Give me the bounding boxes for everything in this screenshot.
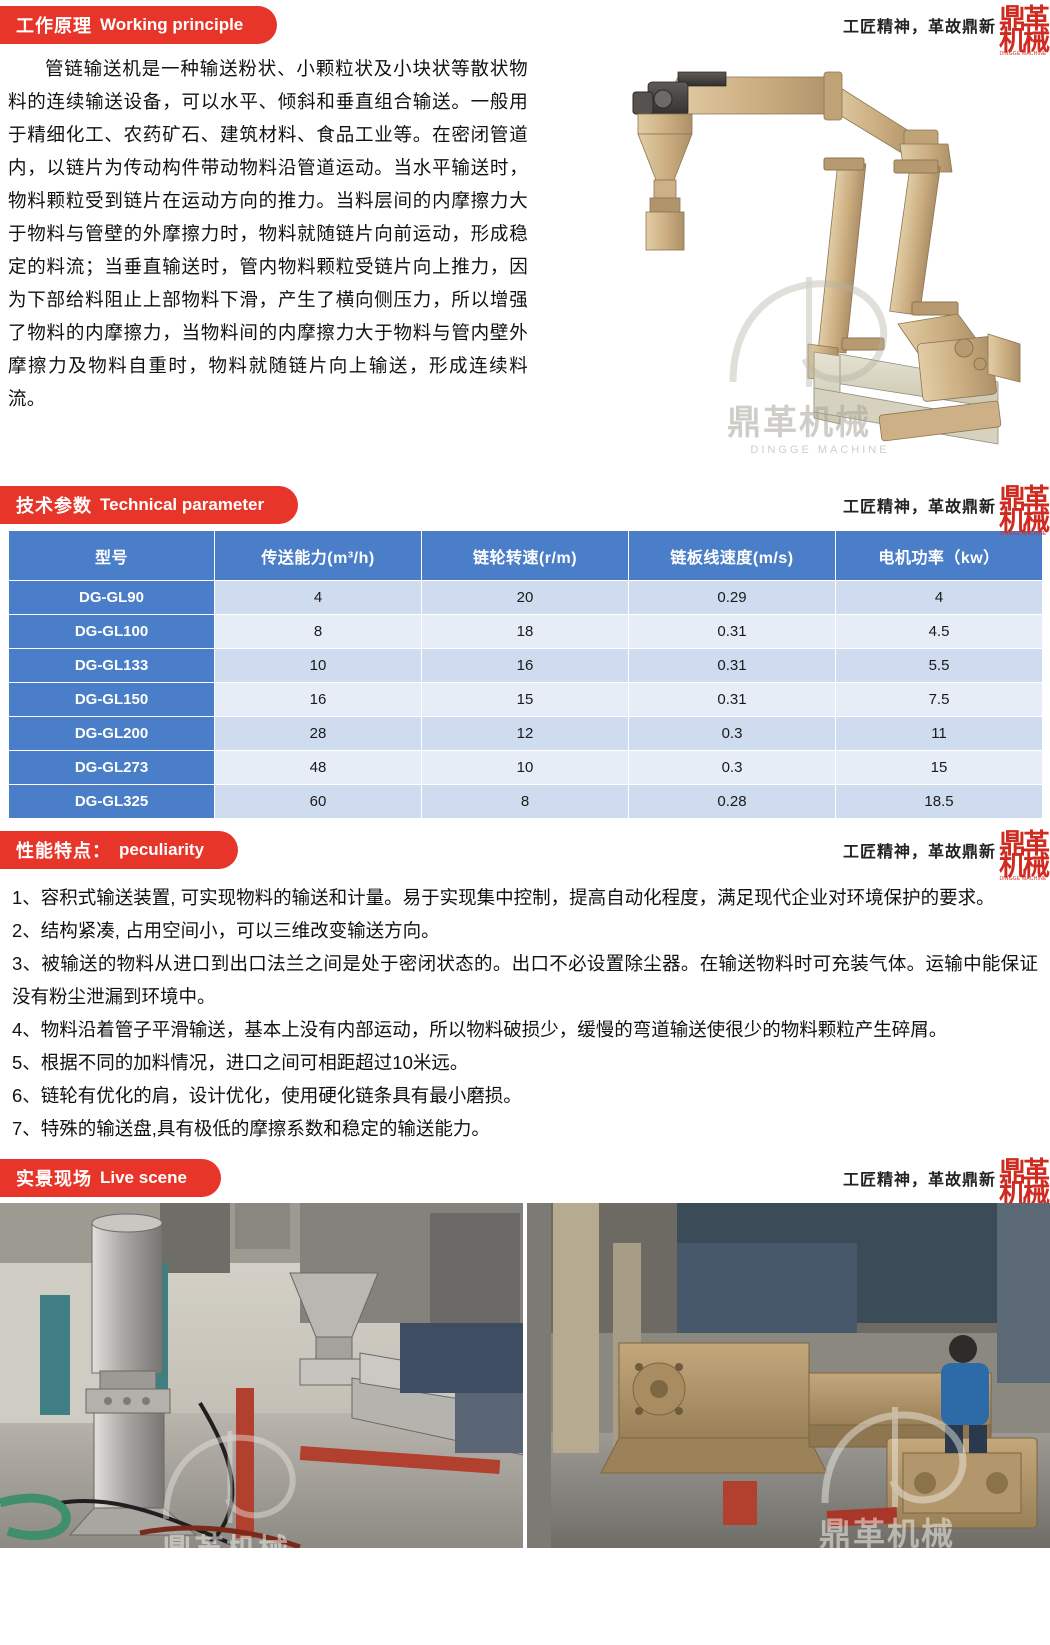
brand-logo: 鼎革机械 DINGGE MACHINE (998, 831, 1050, 883)
cell-model: DG-GL200 (8, 716, 215, 751)
brand-logo-mark: 鼎革机械 (999, 4, 1050, 56)
section-tag-technical-parameter: 技术参数 Technical parameter (0, 486, 299, 524)
table-col-header: 型号 (8, 530, 215, 581)
table-col-header: 链板线速度(m/s) (628, 530, 836, 581)
table-row: DG-GL273 48 10 0.3 15 (8, 750, 1043, 785)
peculiarity-list: 1、容积式输送装置, 可实现物料的输送和计量。易于实现集中控制，提高自动化程度，… (0, 873, 1050, 1149)
list-item: 3、被输送的物料从进口到出口法兰之间是处于密闭状态的。出口不必设置除尘器。在输送… (12, 953, 1038, 1007)
section-title-cn: 实景现场 (16, 1169, 92, 1189)
list-item: 1、容积式输送装置, 可实现物料的输送和计量。易于实现集中控制，提高自动化程度，… (12, 887, 995, 908)
table-col-header: 电机功率（kw） (835, 530, 1043, 581)
cell-chain-speed: 0.31 (628, 614, 836, 649)
cell-sprocket-speed: 18 (421, 614, 629, 649)
cell-model: DG-GL325 (8, 784, 215, 819)
cell-motor-power: 18.5 (835, 784, 1043, 819)
brand-logo-sub: DINGGE MACHINE (999, 876, 1047, 882)
cell-capacity: 28 (214, 716, 422, 751)
list-item: 6、链轮有优化的肩，设计优化，使用硬化链条具有最小磨损。 (12, 1085, 522, 1106)
cell-model: DG-GL133 (8, 648, 215, 683)
cell-model: DG-GL273 (8, 750, 215, 785)
brand-slogan: 工匠精神，革故鼎新 (842, 844, 996, 861)
table-col-header: 传送能力(m³/h) (214, 530, 422, 581)
brand-logo-sub: DINGGE MACHINE (999, 531, 1047, 537)
cell-model: DG-GL100 (8, 614, 215, 649)
section-title-en: Live scene (100, 1168, 187, 1187)
technical-parameter-table: 型号 传送能力(m³/h) 链轮转速(r/m) 链板线速度(m/s) 电机功率（… (8, 530, 1043, 819)
section-header-working-principle: 工作原理 Working principle 工匠精神，革故鼎新 鼎革机械 DI… (0, 6, 1050, 58)
section-title-en: Working principle (100, 15, 244, 34)
section-header-peculiarity: 性能特点： peculiarity 工匠精神，革故鼎新 鼎革机械 DINGGE … (0, 831, 1050, 883)
cell-capacity: 4 (214, 580, 422, 615)
cell-capacity: 16 (214, 682, 422, 717)
section-title-cn: 性能特点： (16, 841, 111, 861)
table-row: DG-GL325 60 8 0.28 18.5 (8, 784, 1043, 819)
brand-logo: 鼎革机械 DINGGE MACHINE (998, 6, 1050, 58)
working-principle-text: 管链输送机是一种输送粉状、小颗粒状及小块状等散状物料的连续输送设备，可以水平、倾… (8, 58, 528, 409)
brand-slogan: 工匠精神，革故鼎新 (842, 499, 996, 516)
cell-capacity: 10 (214, 648, 422, 683)
conveyor-drawing (632, 71, 1021, 445)
cell-motor-power: 4 (835, 580, 1043, 615)
table-row: DG-GL200 28 12 0.3 11 (8, 716, 1043, 751)
section-title-en: peculiarity (119, 840, 205, 859)
factory-photo-right (527, 1203, 1050, 1548)
table-col-header: 链轮转速(r/m) (421, 530, 629, 581)
section-tag-peculiarity: 性能特点： peculiarity (0, 831, 239, 869)
section-tag-working-principle: 工作原理 Working principle (0, 6, 278, 44)
list-item: 7、特殊的输送盘,具有极低的摩擦系数和稳定的输送能力。 (12, 1118, 490, 1139)
product-datasheet-page: 工作原理 Working principle 工匠精神，革故鼎新 鼎革机械 DI… (0, 6, 1050, 1548)
section-header-live-scene: 实景现场 Live scene 工匠精神，革故鼎新 鼎革机械 DINGGE MA… (0, 1159, 1050, 1211)
brand-logo: 鼎革机械 DINGGE MACHINE (998, 486, 1050, 538)
cell-chain-speed: 0.31 (628, 682, 836, 717)
section-header-technical-parameter: 技术参数 Technical parameter 工匠精神，革故鼎新 鼎革机械 … (0, 486, 1050, 538)
list-item: 4、物料沿着管子平滑输送，基本上没有内部运动，所以物料破损少，缓慢的弯道输送使很… (12, 1019, 948, 1040)
live-scene-photo-left: 鼎革机械 DINGGE MACHINE (0, 1203, 523, 1548)
brand-logo: 鼎革机械 DINGGE MACHINE (998, 1159, 1050, 1211)
cell-sprocket-speed: 15 (421, 682, 629, 717)
tube-chain-conveyor-illustration: 鼎革机械 DINGGE MACHINE (528, 52, 1033, 472)
cell-sprocket-speed: 8 (421, 784, 629, 819)
brand-logo-sub: DINGGE MACHINE (999, 51, 1047, 57)
table-header-row: 型号 传送能力(m³/h) 链轮转速(r/m) 链板线速度(m/s) 电机功率（… (8, 530, 1043, 581)
cell-model: DG-GL90 (8, 580, 215, 615)
section-title-cn: 工作原理 (16, 16, 92, 36)
table-row: DG-GL100 8 18 0.31 4.5 (8, 614, 1043, 649)
cell-chain-speed: 0.31 (628, 648, 836, 683)
list-item: 5、根据不同的加料情况，进口之间可相距超过10米远。 (12, 1052, 469, 1073)
cell-capacity: 60 (214, 784, 422, 819)
cell-chain-speed: 0.3 (628, 750, 836, 785)
cell-motor-power: 11 (835, 716, 1043, 751)
cell-sprocket-speed: 10 (421, 750, 629, 785)
cell-motor-power: 7.5 (835, 682, 1043, 717)
cell-chain-speed: 0.29 (628, 580, 836, 615)
cell-motor-power: 4.5 (835, 614, 1043, 649)
list-item: 2、结构紧凑, 占用空间小，可以三维改变输送方向。 (12, 920, 440, 941)
cell-sprocket-speed: 20 (421, 580, 629, 615)
cell-sprocket-speed: 12 (421, 716, 629, 751)
brand-logo-mark: 鼎革机械 (999, 829, 1050, 881)
cell-model: DG-GL150 (8, 682, 215, 717)
table-row: DG-GL90 4 20 0.29 4 (8, 580, 1043, 615)
live-scene-photo-right: 鼎革机械 DINGGE MACHINE (527, 1203, 1050, 1548)
table-row: DG-GL133 10 16 0.31 5.5 (8, 648, 1043, 683)
cell-motor-power: 15 (835, 750, 1043, 785)
brand-logo-mark: 鼎革机械 (999, 484, 1050, 536)
cell-chain-speed: 0.3 (628, 716, 836, 751)
factory-photo-left (0, 1203, 523, 1548)
brand-slogan: 工匠精神，革故鼎新 (842, 1172, 996, 1189)
live-scene-gallery: 鼎革机械 DINGGE MACHINE (0, 1203, 1050, 1548)
section-title-cn: 技术参数 (16, 496, 92, 516)
brand-logo-mark: 鼎革机械 (999, 1157, 1050, 1209)
cell-capacity: 8 (214, 614, 422, 649)
section-title-en: Technical parameter (100, 495, 265, 514)
cell-motor-power: 5.5 (835, 648, 1043, 683)
cell-chain-speed: 0.28 (628, 784, 836, 819)
table-row: DG-GL150 16 15 0.31 7.5 (8, 682, 1043, 717)
brand-slogan: 工匠精神，革故鼎新 (842, 19, 996, 36)
section-tag-live-scene: 实景现场 Live scene (0, 1159, 221, 1197)
working-principle-content: 管链输送机是一种输送粉状、小颗粒状及小块状等散状物料的连续输送设备，可以水平、倾… (0, 48, 1050, 472)
cell-sprocket-speed: 16 (421, 648, 629, 683)
cell-capacity: 48 (214, 750, 422, 785)
